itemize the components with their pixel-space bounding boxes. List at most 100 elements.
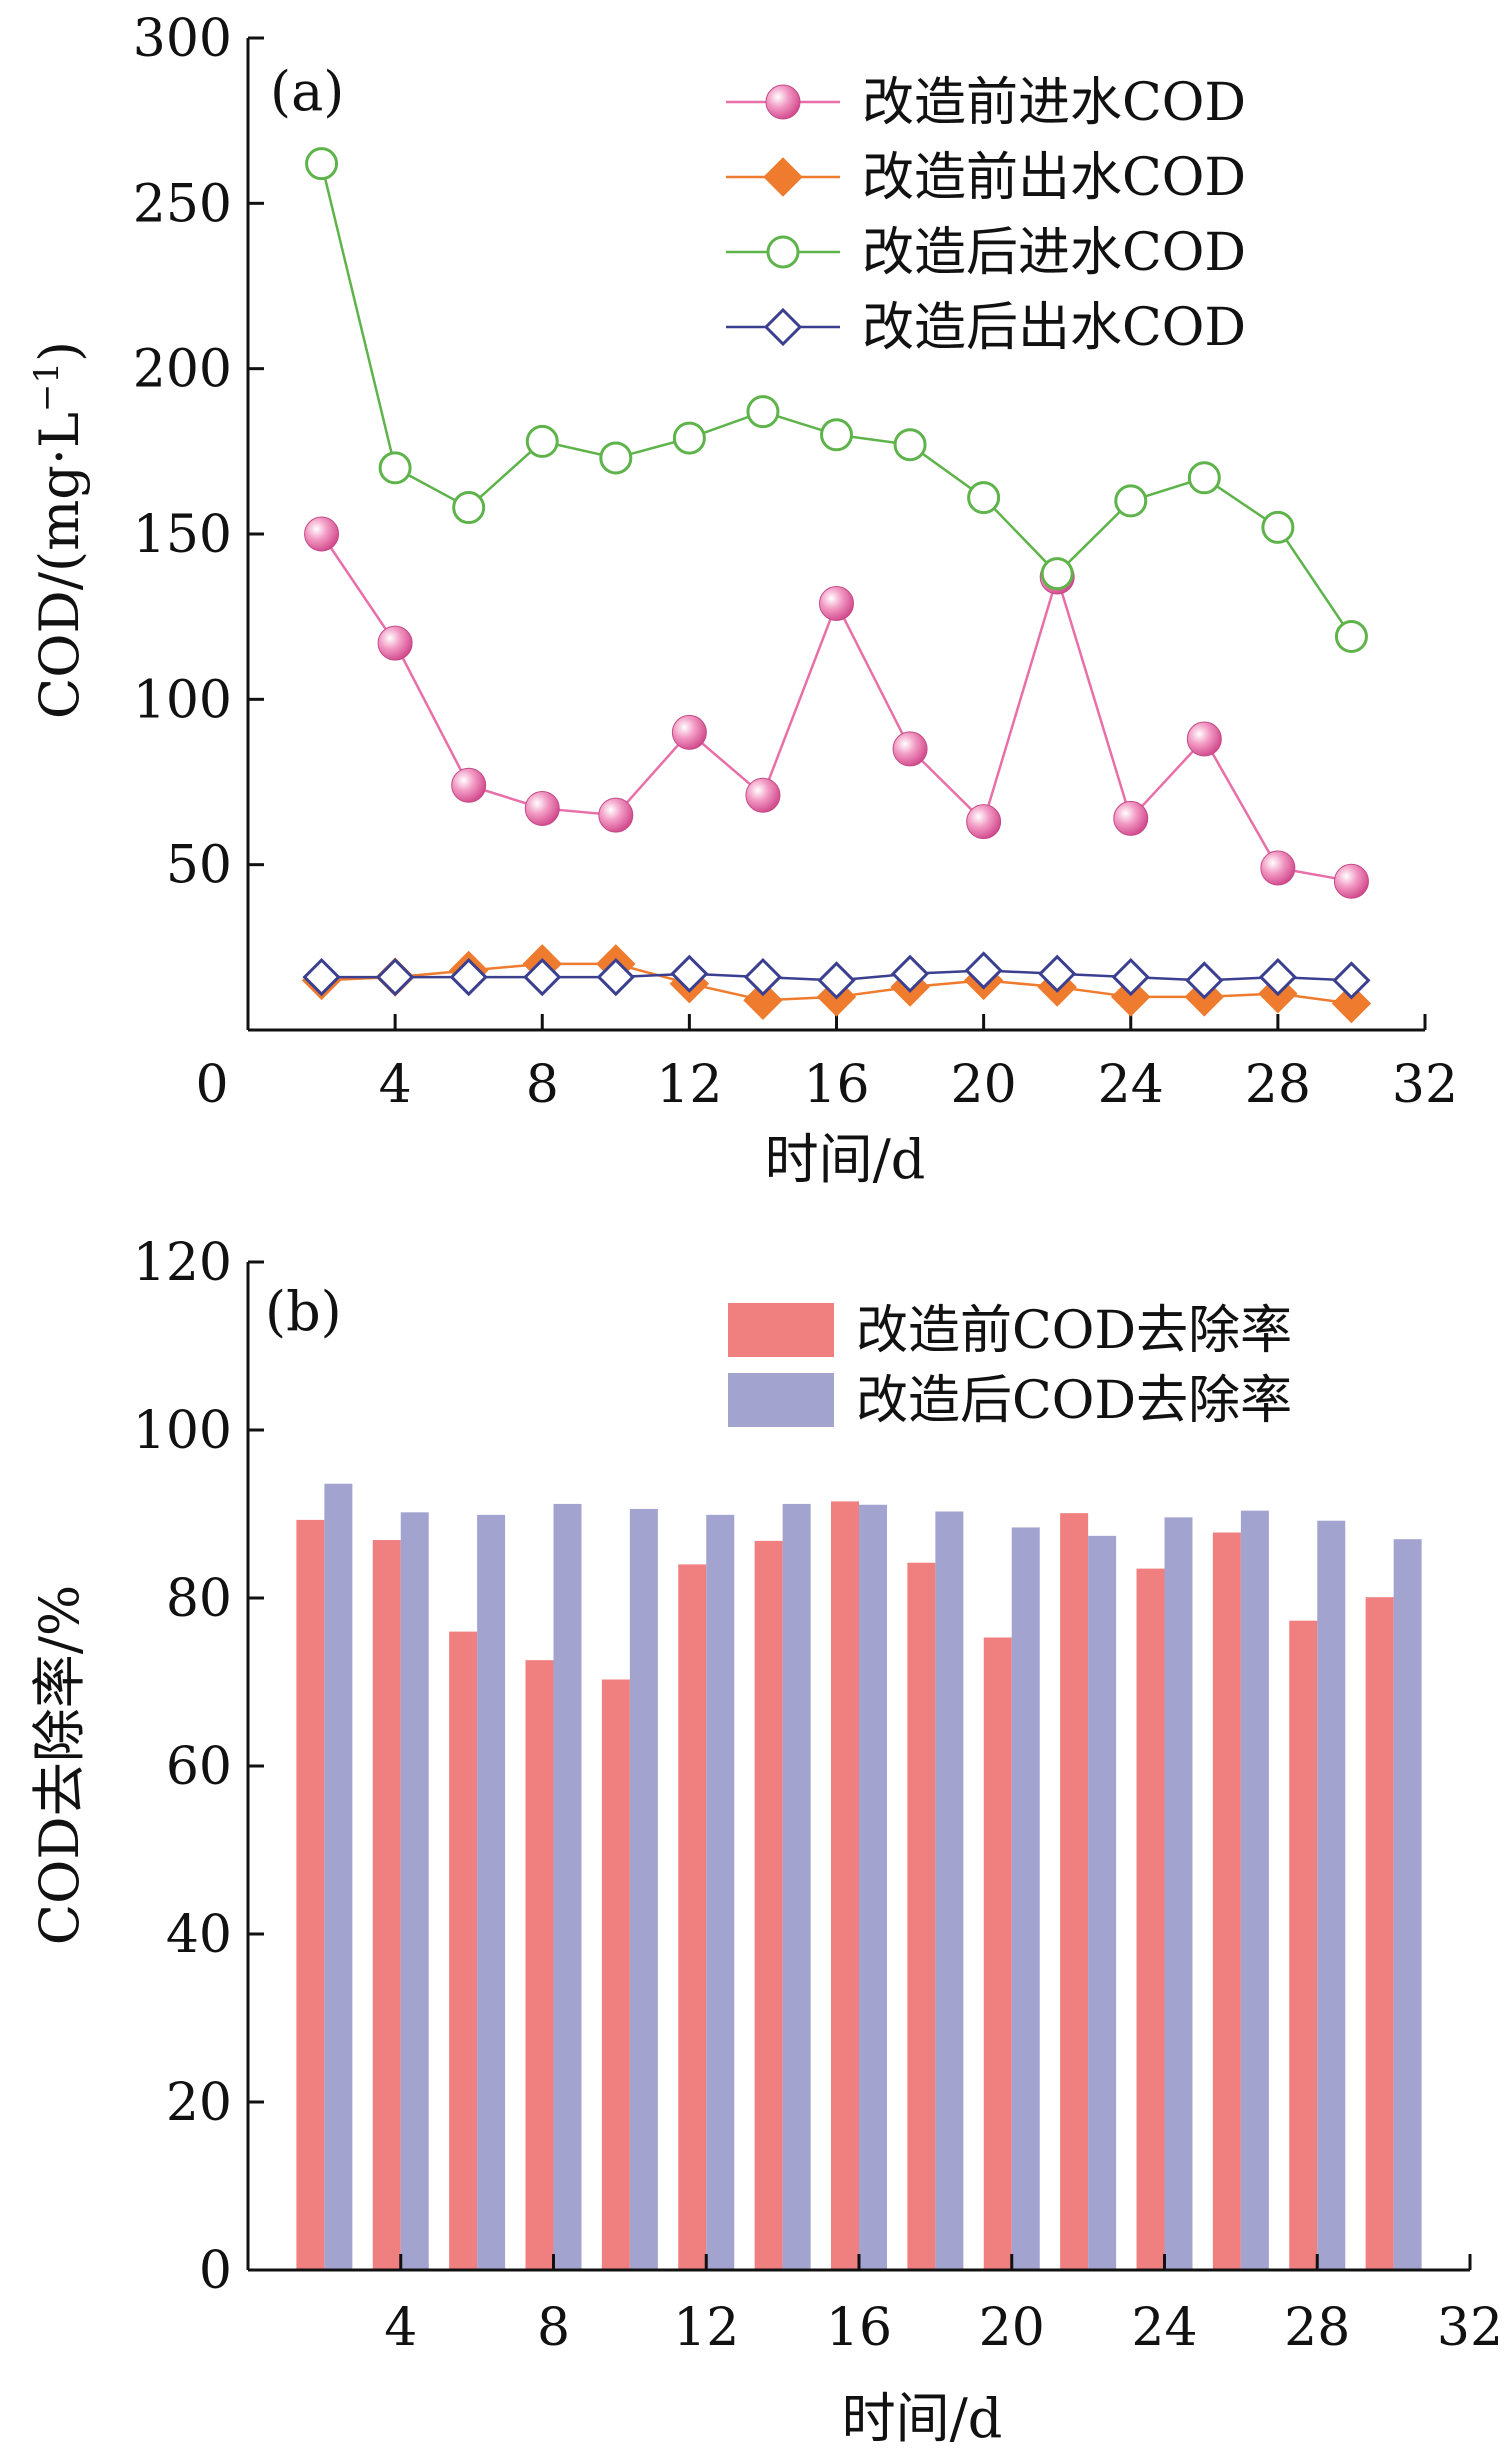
data-point-a-0 xyxy=(745,777,781,813)
data-point-a-2 xyxy=(1114,484,1148,518)
y-tick-label-b: 20 xyxy=(166,2073,232,2133)
data-point-a-2 xyxy=(378,451,412,485)
legend-item-b-0: 改造前COD去除率 xyxy=(728,1301,1292,1361)
y-origin-label-a: 0 xyxy=(195,1055,228,1115)
y-tick-label-a: 100 xyxy=(133,670,232,730)
legend-marker-a xyxy=(763,157,803,197)
bar-b-0 xyxy=(1212,1532,1241,2270)
x-tick-label-a: 24 xyxy=(1098,1055,1164,1115)
bar-b-1 xyxy=(1164,1517,1193,2270)
y-tick-label-a: 300 xyxy=(133,9,232,69)
x-tick-label-b: 4 xyxy=(384,2298,417,2358)
bar-b-1 xyxy=(706,1514,735,2270)
bar-b-0 xyxy=(449,1631,478,2270)
data-point-a-1 xyxy=(1331,983,1372,1024)
bar-b-1 xyxy=(477,1514,506,2270)
series-a-2 xyxy=(305,147,1368,654)
data-point-a-1 xyxy=(1111,977,1151,1017)
legend-item-a-3: 改造后出水COD xyxy=(726,298,1246,358)
bar-b-0 xyxy=(1060,1513,1089,2270)
bar-b-1 xyxy=(553,1503,582,2270)
bars-group-b xyxy=(296,1483,1422,2270)
x-tick-label-a: 28 xyxy=(1245,1055,1311,1115)
data-point-a-0 xyxy=(304,516,340,552)
legend-marker-a xyxy=(763,307,803,347)
line-chart-panel-a: 50 100 150 200 250 300 0 4 8 12 16 20 24 28 32 改造前进水CO… xyxy=(27,9,1458,1191)
bar-b-1 xyxy=(1393,1539,1422,2270)
y-tick-label-b: 0 xyxy=(199,2241,232,2301)
bar-b-0 xyxy=(372,1540,401,2270)
data-point-a-2 xyxy=(746,395,780,429)
bar-b-0 xyxy=(678,1564,707,2270)
bar-b-1 xyxy=(1088,1535,1117,2270)
legend-marker-a xyxy=(766,235,800,269)
data-point-a-0 xyxy=(524,790,560,826)
bar-b-0 xyxy=(296,1519,325,2270)
data-point-a-0 xyxy=(1113,800,1149,836)
data-point-a-3 xyxy=(964,951,1003,990)
x-tick-label-a: 12 xyxy=(656,1055,722,1115)
data-point-a-2 xyxy=(967,481,1001,515)
data-point-a-2 xyxy=(1261,510,1295,544)
bar-b-1 xyxy=(782,1503,811,2270)
y-axis-title-a-main: COD/(mg·L xyxy=(28,412,91,719)
panel-label-a: (a) xyxy=(270,60,344,123)
data-point-a-2 xyxy=(672,421,706,455)
legend-marker-a xyxy=(765,84,801,120)
data-point-a-0 xyxy=(892,731,928,767)
data-point-a-1 xyxy=(743,980,783,1020)
legend-label-b: 改造后COD去除率 xyxy=(856,1371,1292,1431)
legend-item-b-1: 改造后COD去除率 xyxy=(728,1371,1292,1431)
bar-b-0 xyxy=(525,1660,554,2270)
bar-b-0 xyxy=(754,1540,783,2270)
series-a-3 xyxy=(302,951,1371,1000)
bar-b-0 xyxy=(907,1562,936,2270)
x-tick-label-a: 4 xyxy=(379,1055,412,1115)
data-point-a-2 xyxy=(599,441,633,475)
x-axis-title-a: 时间/d xyxy=(765,1128,926,1191)
x-axis-title-b: 时间/d xyxy=(842,2387,1003,2450)
data-point-a-0 xyxy=(598,797,634,833)
data-point-a-0 xyxy=(671,714,707,750)
series-group-a xyxy=(301,147,1372,1024)
panel-label-b: (b) xyxy=(265,1280,342,1343)
bar-b-1 xyxy=(859,1504,887,2270)
legend-item-a-2: 改造后进水COD xyxy=(726,223,1246,283)
bar-b-1 xyxy=(1317,1520,1346,2270)
x-tick-label-b: 8 xyxy=(537,2298,570,2358)
bar-b-0 xyxy=(831,1501,859,2270)
data-point-a-3 xyxy=(1038,954,1077,993)
data-point-a-0 xyxy=(1186,721,1222,757)
x-tick-label-b: 12 xyxy=(673,2298,739,2358)
data-point-a-0 xyxy=(966,804,1002,840)
y-axis-title-a: COD/(mg·L−1) xyxy=(27,341,91,719)
bar-b-0 xyxy=(601,1679,630,2270)
bar-chart-panel-b: 0 20 40 60 80 100 120 4 8 12 16 20 24 28 32 改造前COD去除率改… xyxy=(28,1233,1503,2450)
legend-item-a-0: 改造前进水COD xyxy=(726,73,1246,133)
x-tick-label-b: 24 xyxy=(1131,2298,1197,2358)
y-tick-label-b: 80 xyxy=(166,1569,232,1629)
y-tick-label-b: 60 xyxy=(166,1737,232,1797)
x-tick-label-b: 16 xyxy=(826,2298,892,2358)
series-a-0 xyxy=(304,516,1369,899)
data-point-a-3 xyxy=(1185,961,1224,1000)
data-point-a-3 xyxy=(890,954,930,993)
bar-b-1 xyxy=(1240,1510,1269,2270)
y-axis-title-a-sup: −1 xyxy=(27,362,67,412)
x-tick-label-a: 20 xyxy=(951,1055,1017,1115)
data-point-a-2 xyxy=(525,424,559,458)
axes-a: 50 100 150 200 250 300 0 4 8 12 16 20 24 28 32 xyxy=(133,9,1458,1115)
y-axis-title-a-close: ) xyxy=(28,341,91,362)
data-point-a-3 xyxy=(449,957,488,997)
y-tick-label-b: 120 xyxy=(133,1233,232,1293)
bar-b-1 xyxy=(935,1511,964,2270)
legend-swatch-b xyxy=(728,1303,834,1357)
x-tick-label-a: 16 xyxy=(803,1055,869,1115)
data-point-a-0 xyxy=(377,625,413,661)
bar-b-0 xyxy=(1289,1620,1318,2270)
bar-b-1 xyxy=(1011,1527,1040,2270)
data-point-a-2 xyxy=(452,491,486,525)
data-point-a-3 xyxy=(596,957,635,997)
